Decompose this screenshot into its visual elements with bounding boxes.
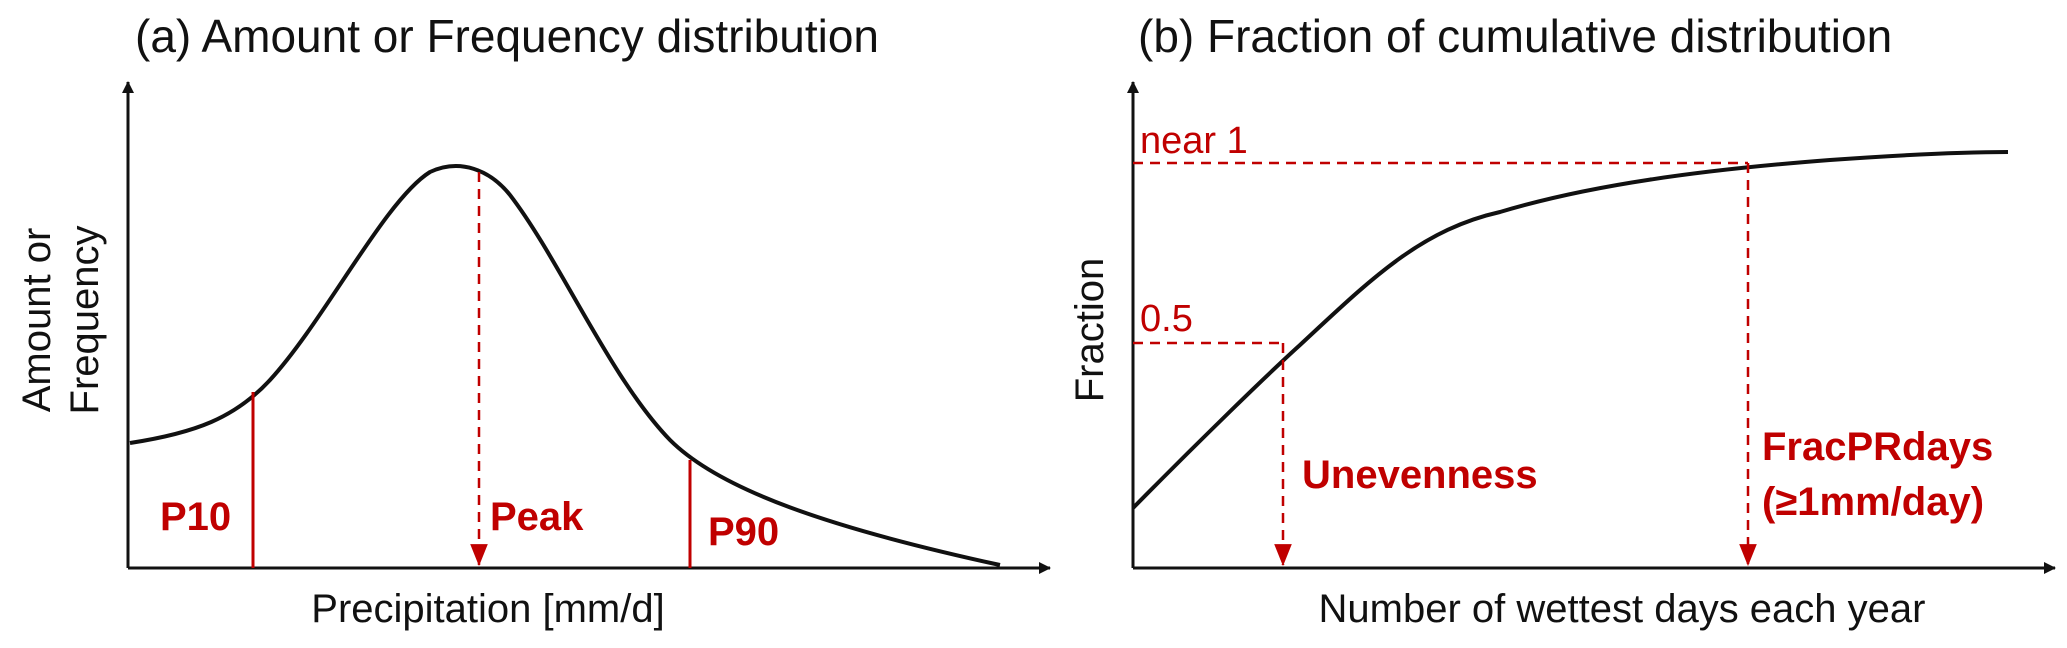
panel-b-fracprdays-label-line2: (≥1mm/day) (1762, 480, 1984, 524)
panel-b-half-label: 0.5 (1140, 298, 1193, 340)
panel-b-title: (b) Fraction of cumulative distribution (1138, 10, 1892, 62)
panel-b-unevenness-label: Unevenness (1302, 453, 1538, 497)
panel-a-title: (a) Amount or Frequency distribution (135, 10, 879, 62)
panel-b-fracprdays-label-line1: FracPRdays (1762, 425, 1993, 469)
panel-a-peak-label: Peak (490, 495, 584, 539)
panel-b: (b) Fraction of cumulative distribution … (1068, 10, 2056, 631)
panel-b-near1-label: near 1 (1140, 120, 1248, 162)
panel-a-p90-label: P90 (708, 510, 779, 554)
panel-a-y-label-line2: Frequency (63, 226, 107, 415)
panel-a-distribution-curve (129, 164, 1001, 567)
panel-a: (a) Amount or Frequency distribution Amo… (15, 10, 1051, 631)
panel-a-p10-label: P10 (160, 495, 231, 539)
panel-a-y-label-line1: Amount or (15, 228, 59, 413)
panel-b-x-label: Number of wettest days each year (1319, 587, 1926, 631)
panel-a-x-label: Precipitation [mm/d] (311, 587, 664, 631)
panel-b-y-label: Fraction (1068, 258, 1112, 403)
panel-b-cumulative-curve (1131, 150, 2009, 510)
